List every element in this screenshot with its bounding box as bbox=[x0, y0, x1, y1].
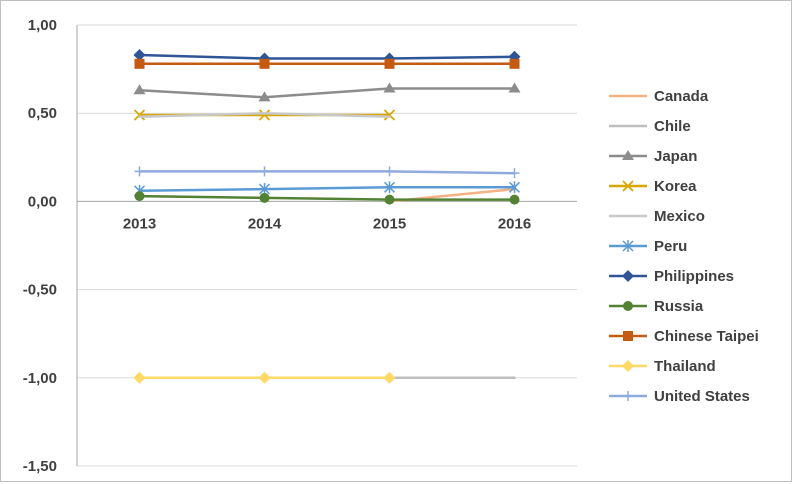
data-point-united-states bbox=[509, 168, 520, 179]
series-line-united-states bbox=[138, 170, 516, 175]
legend-item-peru: Peru bbox=[609, 238, 687, 255]
data-point-japan bbox=[258, 91, 271, 102]
legend-item-korea: Korea bbox=[609, 178, 697, 195]
data-point-russia bbox=[384, 194, 395, 205]
y-tick-label: 0,00 bbox=[28, 193, 57, 210]
data-point-russia bbox=[134, 191, 145, 202]
series-thailand bbox=[133, 371, 396, 384]
legend-label: Korea bbox=[654, 178, 697, 195]
tick-labels: 1,00 0,50 0,00 -0,50 -1,00 -1,50 2013 2014 2015 2… bbox=[23, 17, 531, 475]
data-point-korea bbox=[383, 109, 396, 121]
data-point-chinese-taipei bbox=[384, 58, 395, 69]
data-point-thailand bbox=[133, 371, 146, 384]
data-point-thailand bbox=[383, 371, 396, 384]
legend-label: Chinese Taipei bbox=[654, 328, 759, 345]
data-point-thailand bbox=[258, 371, 271, 384]
data-point-united-states bbox=[134, 166, 145, 177]
legend-item-chile: Chile bbox=[609, 118, 691, 135]
legend-marker bbox=[622, 360, 634, 372]
data-point-japan bbox=[508, 82, 521, 93]
y-tick-label: 0,50 bbox=[28, 105, 57, 122]
legend: Canada Chile Japan Korea Mexico Peru Philippin… bbox=[609, 88, 759, 405]
y-tick-label: -1,50 bbox=[23, 458, 57, 475]
data-point-japan bbox=[133, 84, 146, 95]
series-line-peru bbox=[138, 186, 516, 193]
series-chinese-taipei bbox=[134, 58, 520, 69]
legend-label: Thailand bbox=[654, 358, 716, 375]
legend-item-japan: Japan bbox=[609, 148, 697, 165]
legend-item-united-states: United States bbox=[609, 388, 750, 405]
data-point-korea bbox=[133, 109, 146, 121]
legend-item-canada: Canada bbox=[609, 88, 709, 105]
series-russia bbox=[134, 191, 520, 205]
legend-item-philippines: Philippines bbox=[609, 268, 734, 285]
legend-label: Peru bbox=[654, 238, 687, 255]
series-mexico bbox=[138, 111, 391, 118]
series-united-states bbox=[134, 166, 520, 179]
series-line-japan bbox=[138, 87, 516, 99]
data-point-peru bbox=[508, 181, 521, 194]
legend-marker bbox=[623, 391, 633, 401]
legend-marker bbox=[623, 301, 633, 311]
series-japan bbox=[133, 82, 521, 102]
series-line-mexico bbox=[138, 111, 391, 118]
legend-label: Philippines bbox=[654, 268, 734, 285]
series-line-russia bbox=[138, 194, 516, 201]
legend-marker bbox=[622, 180, 634, 192]
x-tick-label: 2014 bbox=[248, 215, 282, 232]
data-point-peru bbox=[383, 181, 396, 194]
legend-label: Japan bbox=[654, 148, 697, 165]
legend-marker bbox=[623, 331, 633, 341]
data-point-united-states bbox=[259, 166, 270, 177]
data-point-philippines bbox=[133, 48, 146, 61]
data-point-japan bbox=[383, 82, 396, 93]
legend-marker bbox=[622, 150, 634, 160]
legend-item-russia: Russia bbox=[609, 298, 704, 315]
data-point-chinese-taipei bbox=[134, 58, 145, 69]
data-point-united-states bbox=[384, 166, 395, 177]
x-tick-label: 2013 bbox=[123, 215, 156, 232]
y-tick-label: -0,50 bbox=[23, 282, 57, 299]
data-point-russia bbox=[509, 194, 520, 205]
legend-label: United States bbox=[654, 388, 750, 405]
y-tick-label: -1,00 bbox=[23, 370, 57, 387]
data-point-chinese-taipei bbox=[509, 58, 520, 69]
legend-label: Mexico bbox=[654, 208, 705, 225]
legend-item-mexico: Mexico bbox=[609, 208, 705, 225]
series-philippines bbox=[133, 48, 521, 65]
legend-item-chinese-taipei: Chinese Taipei bbox=[609, 328, 759, 345]
x-tick-label: 2015 bbox=[373, 215, 406, 232]
data-point-korea bbox=[258, 109, 271, 121]
series-lines bbox=[133, 48, 521, 384]
x-tick-label: 2016 bbox=[498, 215, 531, 232]
legend-item-thailand: Thailand bbox=[609, 358, 716, 375]
legend-label: Canada bbox=[654, 88, 709, 105]
legend-marker bbox=[622, 270, 634, 282]
y-tick-label: 1,00 bbox=[28, 17, 57, 34]
legend-label: Chile bbox=[654, 118, 691, 135]
data-point-russia bbox=[259, 192, 270, 203]
legend-marker bbox=[622, 240, 634, 252]
series-line-philippines bbox=[138, 53, 516, 60]
data-point-chinese-taipei bbox=[259, 58, 270, 69]
legend-label: Russia bbox=[654, 298, 704, 315]
